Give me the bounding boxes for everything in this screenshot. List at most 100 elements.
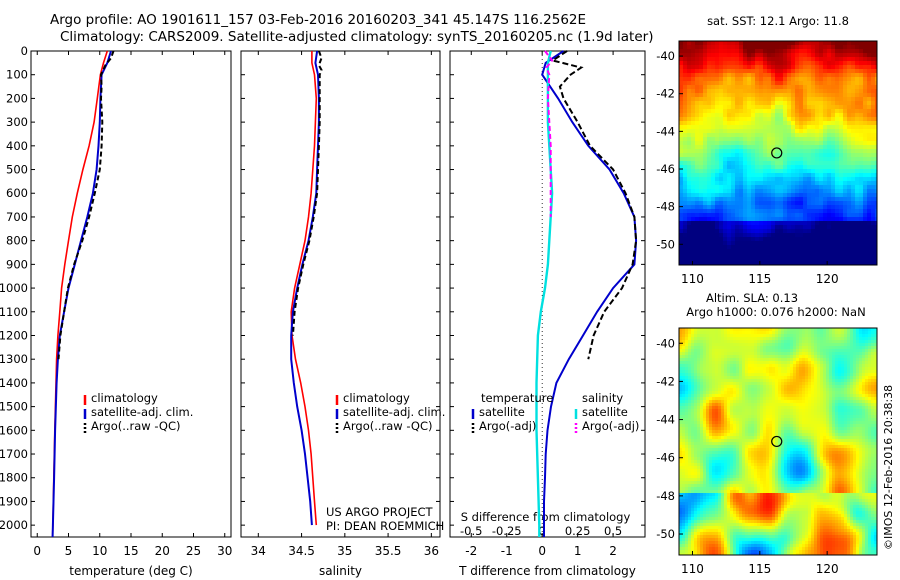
heatmap-cell	[711, 173, 716, 178]
heatmap-cell	[823, 331, 827, 335]
heatmap-cell	[742, 367, 746, 371]
heatmap-cell	[751, 185, 756, 190]
heatmap-cell	[841, 388, 845, 392]
heatmap-cell	[759, 145, 764, 150]
heatmap-cell	[711, 85, 716, 90]
heatmap-cell	[711, 133, 716, 138]
heatmap-cell	[748, 394, 752, 398]
heatmap-cell	[805, 328, 809, 332]
heatmap-cell	[831, 225, 836, 230]
heatmap-cell	[731, 229, 736, 234]
heatmap-cell	[707, 149, 712, 154]
heatmap-cell	[829, 418, 833, 422]
heatmap-cell	[867, 49, 872, 54]
heatmap-cell	[781, 397, 785, 401]
heatmap-cell	[759, 129, 764, 134]
heatmap-cell	[718, 379, 722, 383]
heatmap-cell	[787, 379, 791, 383]
heatmap-cell	[841, 412, 845, 416]
heatmap-cell	[826, 367, 830, 371]
heatmap-cell	[766, 328, 770, 332]
heatmap-cell	[766, 415, 770, 419]
heatmap-cell	[817, 331, 821, 335]
heatmap-cell	[735, 253, 740, 258]
heatmap-cell	[703, 424, 707, 428]
heatmap-cell	[679, 331, 683, 335]
heatmap-cell	[775, 415, 779, 419]
heatmap-cell	[871, 201, 876, 206]
heatmap-cell	[839, 93, 844, 98]
heatmap-cell	[736, 424, 740, 428]
heatmap-cell	[871, 337, 875, 341]
heatmap-cell	[767, 229, 772, 234]
heatmap-cell	[755, 53, 760, 58]
heatmap-cell	[712, 376, 716, 380]
heatmap-cell	[695, 105, 700, 110]
heatmap-cell	[719, 177, 724, 182]
heatmap-cell	[679, 69, 684, 74]
heatmap-cell	[763, 69, 768, 74]
heatmap-cell	[715, 340, 719, 344]
heatmap-cell	[844, 403, 848, 407]
heatmap-cell	[763, 337, 767, 341]
heatmap-cell	[751, 382, 755, 386]
heatmap-cell	[707, 145, 712, 150]
heatmap-cell	[742, 403, 746, 407]
heatmap-cell	[802, 361, 806, 365]
heatmap-cell	[871, 261, 876, 265]
heatmap-cell	[803, 97, 808, 102]
heatmap-cell	[691, 253, 696, 258]
heatmap-cell	[827, 57, 832, 62]
heatmap-cell	[823, 133, 828, 138]
heatmap-cell	[805, 331, 809, 335]
heatmap-cell	[721, 376, 725, 380]
heatmap-cell	[715, 361, 719, 365]
heatmap-cell	[679, 379, 683, 383]
heatmap-cell	[823, 149, 828, 154]
heatmap-cell	[791, 149, 796, 154]
heatmap-cell	[751, 385, 755, 389]
heatmap-cell	[771, 213, 776, 218]
heatmap-cell	[735, 225, 740, 230]
heatmap-cell	[748, 376, 752, 380]
heatmap-cell	[859, 101, 864, 106]
heatmap-cell	[851, 73, 856, 78]
heatmap-cell	[691, 400, 695, 404]
heatmap-cell	[731, 161, 736, 166]
heatmap-cell	[811, 165, 816, 170]
heatmap-cell	[826, 331, 830, 335]
heatmap-cell	[743, 145, 748, 150]
heatmap-cell	[679, 421, 683, 425]
heatmap-cell	[787, 388, 791, 392]
heatmap-cell	[815, 69, 820, 74]
heatmap-cell	[781, 421, 785, 425]
heatmap-cell	[751, 177, 756, 182]
heatmap-cell	[711, 121, 716, 126]
heatmap-cell	[779, 197, 784, 202]
heatmap-cell	[709, 388, 713, 392]
heatmap-cell	[735, 189, 740, 194]
heatmap-cell	[817, 400, 821, 404]
heatmap-cell	[727, 73, 732, 78]
heatmap-cell	[832, 355, 836, 359]
heatmap-cell	[859, 376, 863, 380]
heatmap-cell	[829, 328, 833, 332]
heatmap-cell	[735, 101, 740, 106]
heatmap-cell	[875, 249, 877, 254]
heatmap-cell	[727, 358, 731, 362]
heatmap-cell	[871, 121, 876, 126]
heatmap-cell	[747, 261, 752, 265]
heatmap-cell	[839, 85, 844, 90]
heatmap-cell	[787, 367, 791, 371]
heatmap-cell	[711, 189, 716, 194]
heatmap-cell	[819, 185, 824, 190]
heatmap-cell	[826, 340, 830, 344]
heatmap-cell	[703, 403, 707, 407]
heatmap-cell	[682, 331, 686, 335]
heatmap-cell	[742, 400, 746, 404]
heatmap-cell	[679, 249, 684, 254]
heatmap-cell	[687, 221, 692, 226]
heatmap-cell	[691, 382, 695, 386]
heatmap-cell	[743, 177, 748, 182]
heatmap-cell	[755, 41, 760, 46]
